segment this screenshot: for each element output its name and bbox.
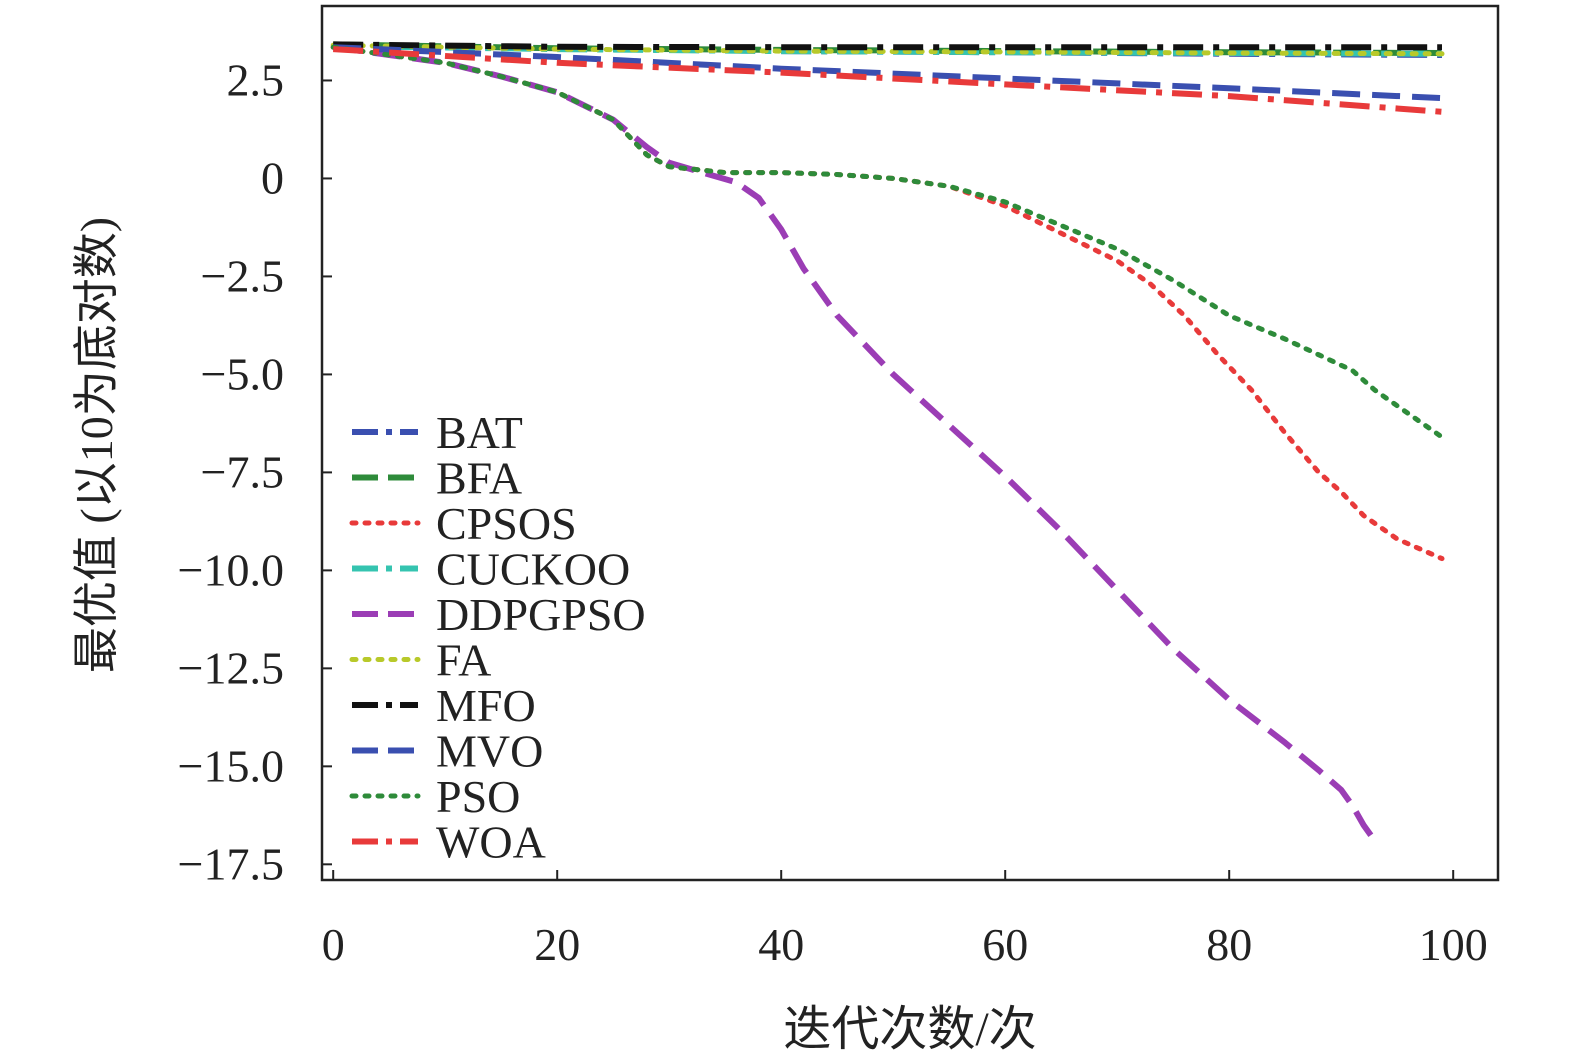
legend-label-ddpgpso: DDPGPSO bbox=[436, 589, 646, 640]
series-line-mvo bbox=[333, 44, 1443, 102]
x-tick-label: 60 bbox=[982, 919, 1028, 970]
series-line-woa bbox=[333, 46, 1443, 115]
y-tick-label: −12.5 bbox=[178, 642, 284, 693]
y-tick-label: −15.0 bbox=[178, 740, 284, 791]
y-tick-label: −2.5 bbox=[201, 250, 284, 301]
y-tick-label: −10.0 bbox=[178, 544, 284, 595]
legend-label-cpsos: CPSOS bbox=[436, 498, 577, 549]
x-tick-label: 100 bbox=[1419, 919, 1488, 970]
y-axis-label: 最优值 (以10为底对数) bbox=[71, 217, 122, 673]
legend-label-fa: FA bbox=[436, 635, 491, 686]
legend-label-bfa: BFA bbox=[436, 453, 522, 504]
legend-label-pso: PSO bbox=[436, 771, 520, 822]
x-tick-label: 0 bbox=[322, 919, 345, 970]
y-tick-label: −5.0 bbox=[201, 348, 284, 399]
x-tick-label: 40 bbox=[758, 919, 804, 970]
tick-layer: 0 20 40 60 80 100 2.5 0 −2.5 −5.0 −7.5 −10.0 −12.5 −1… bbox=[178, 54, 1488, 970]
x-tick-label: 80 bbox=[1206, 919, 1252, 970]
series-layer bbox=[330, 41, 1445, 843]
x-tick-label: 20 bbox=[534, 919, 580, 970]
x-axis-label: 迭代次数/次 bbox=[783, 1003, 1036, 1056]
legend-label-woa: WOA bbox=[436, 817, 546, 868]
plot-frame bbox=[320, 4, 1500, 882]
y-tick-label: −17.5 bbox=[178, 838, 284, 889]
series-line-pso bbox=[330, 44, 1445, 440]
y-tick-label: 2.5 bbox=[227, 54, 285, 105]
series-line-mfo bbox=[333, 41, 1442, 51]
y-tick-label: 0 bbox=[261, 152, 284, 203]
legend-label-mfo: MFO bbox=[436, 680, 536, 731]
legend-label-mvo: MVO bbox=[436, 726, 543, 777]
legend-label-bat: BAT bbox=[436, 407, 523, 458]
y-tick-label: −7.5 bbox=[201, 446, 284, 497]
legend-label-cuckoo: CUCKOO bbox=[436, 544, 630, 595]
